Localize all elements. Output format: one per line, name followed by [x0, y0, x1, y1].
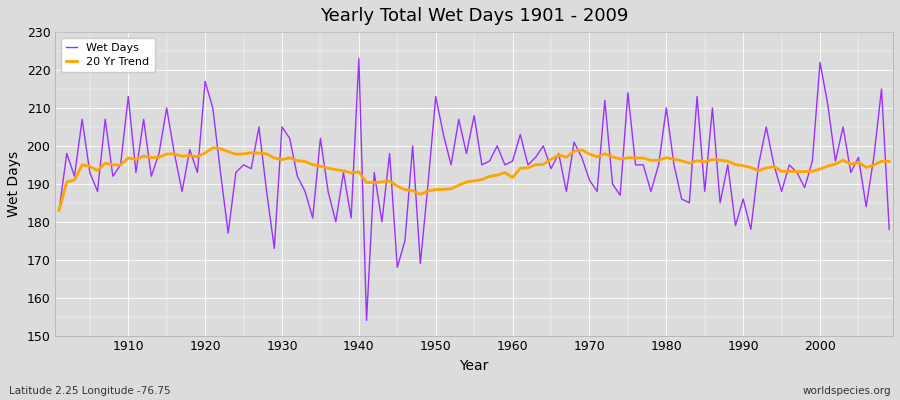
Wet Days — [361, 318, 372, 323]
20 Yr Trend — [884, 159, 895, 164]
20 Yr Trend — [54, 208, 65, 213]
Text: Latitude 2.25 Longitude -76.75: Latitude 2.25 Longitude -76.75 — [9, 386, 171, 396]
Line: 20 Yr Trend: 20 Yr Trend — [59, 148, 889, 210]
Wet Days — [615, 193, 626, 198]
Wet Days — [884, 227, 895, 232]
Wet Days — [330, 219, 341, 224]
Wet Days — [54, 208, 65, 213]
20 Yr Trend — [608, 154, 618, 159]
Title: Yearly Total Wet Days 1901 - 2009: Yearly Total Wet Days 1901 - 2009 — [320, 7, 628, 25]
Wet Days — [515, 132, 526, 137]
20 Yr Trend — [207, 145, 218, 150]
Wet Days — [115, 162, 126, 167]
Legend: Wet Days, 20 Yr Trend: Wet Days, 20 Yr Trend — [61, 38, 155, 72]
20 Yr Trend — [515, 166, 526, 171]
20 Yr Trend — [508, 175, 518, 180]
Line: Wet Days: Wet Days — [59, 59, 889, 320]
Y-axis label: Wet Days: Wet Days — [7, 151, 21, 217]
Wet Days — [284, 136, 295, 141]
Text: worldspecies.org: worldspecies.org — [803, 386, 891, 396]
Wet Days — [523, 162, 534, 167]
X-axis label: Year: Year — [460, 359, 489, 373]
20 Yr Trend — [292, 158, 302, 163]
20 Yr Trend — [115, 162, 126, 167]
20 Yr Trend — [338, 168, 349, 173]
Wet Days — [354, 56, 364, 61]
